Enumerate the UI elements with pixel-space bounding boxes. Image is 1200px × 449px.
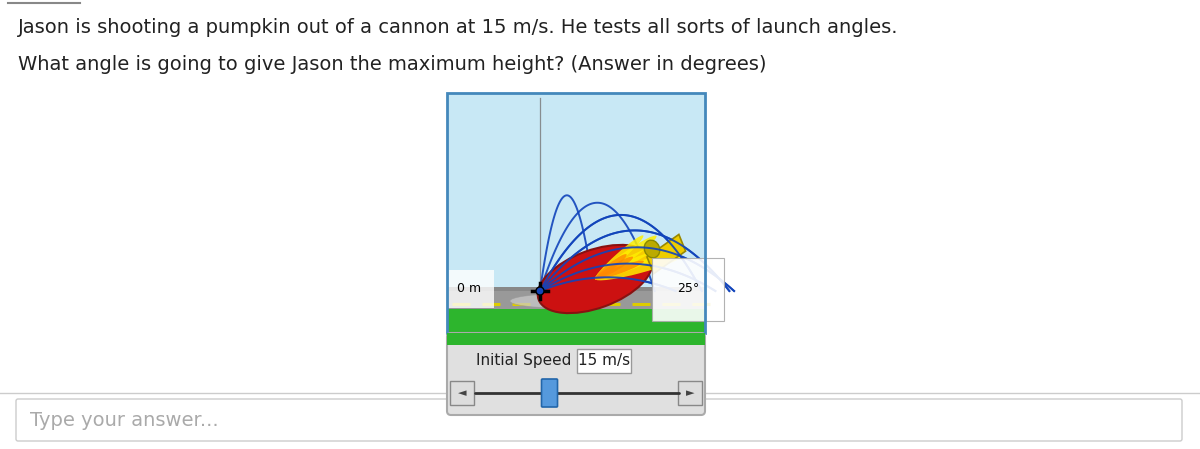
Text: Initial Speed: Initial Speed xyxy=(475,353,571,369)
FancyBboxPatch shape xyxy=(16,399,1182,441)
Ellipse shape xyxy=(538,245,653,313)
Text: ◄: ◄ xyxy=(457,388,467,398)
Ellipse shape xyxy=(595,260,644,280)
Text: ►: ► xyxy=(685,388,695,398)
Ellipse shape xyxy=(595,256,634,279)
Ellipse shape xyxy=(595,254,682,280)
Text: Type your answer...: Type your answer... xyxy=(30,410,218,430)
Ellipse shape xyxy=(595,235,643,279)
Ellipse shape xyxy=(510,294,610,308)
Ellipse shape xyxy=(595,248,670,280)
Text: Jason is shooting a pumpkin out of a cannon at 15 m/s. He tests all sorts of lau: Jason is shooting a pumpkin out of a can… xyxy=(18,18,899,37)
FancyBboxPatch shape xyxy=(446,333,706,415)
Text: 25°: 25° xyxy=(677,282,700,295)
Bar xyxy=(446,93,706,333)
Bar xyxy=(446,333,706,345)
FancyBboxPatch shape xyxy=(541,379,558,407)
Circle shape xyxy=(536,287,544,295)
Ellipse shape xyxy=(644,240,660,258)
FancyBboxPatch shape xyxy=(577,349,631,373)
Ellipse shape xyxy=(595,254,626,279)
Text: 15 m/s: 15 m/s xyxy=(578,353,630,369)
FancyBboxPatch shape xyxy=(450,381,474,405)
Text: What angle is going to give Jason the maximum height? (Answer in degrees): What angle is going to give Jason the ma… xyxy=(18,55,767,74)
Bar xyxy=(446,291,706,333)
Polygon shape xyxy=(647,234,685,274)
Text: 0 m: 0 m xyxy=(457,282,481,295)
Bar xyxy=(446,93,706,333)
Ellipse shape xyxy=(595,246,656,279)
Ellipse shape xyxy=(595,236,656,279)
Bar xyxy=(446,287,706,309)
Bar xyxy=(446,291,706,309)
FancyBboxPatch shape xyxy=(678,381,702,405)
